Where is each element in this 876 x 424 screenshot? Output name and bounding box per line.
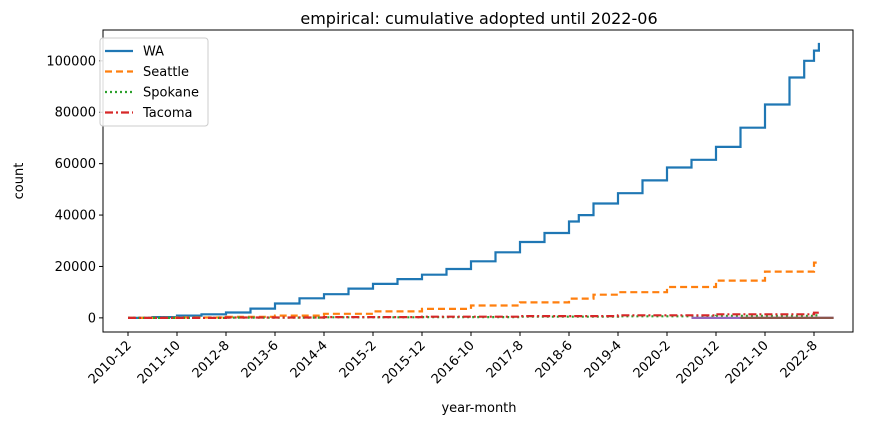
- legend-label-spokane: Spokane: [143, 86, 199, 101]
- y-tick-label: 80000: [55, 106, 96, 121]
- legend-label-wa: WA: [143, 45, 164, 60]
- series-line-wa: [128, 42, 820, 319]
- y-tick-label: 20000: [55, 260, 96, 275]
- y-tick-label: 40000: [55, 209, 96, 224]
- plot-frame: [102, 29, 854, 333]
- x-axis-title: year-month: [441, 401, 516, 416]
- y-axis-title: count: [12, 163, 27, 200]
- series-group: [128, 42, 834, 319]
- legend-box: [99, 37, 209, 127]
- chart-title: empirical: cumulative adopted until 2022…: [300, 9, 657, 28]
- legend-label-seattle: Seattle: [143, 65, 189, 80]
- y-tick-label: 0: [88, 311, 96, 326]
- legend-label-tacoma: Tacoma: [142, 106, 193, 121]
- legend: WA Seattle Spokane Tacoma: [99, 37, 209, 127]
- y-tick-label: 100000: [46, 54, 96, 69]
- y-axis: 0 20000 40000 60000 80000 100000: [46, 54, 103, 326]
- y-tick-label: 60000: [55, 157, 96, 172]
- series-line-tacoma: [128, 311, 820, 319]
